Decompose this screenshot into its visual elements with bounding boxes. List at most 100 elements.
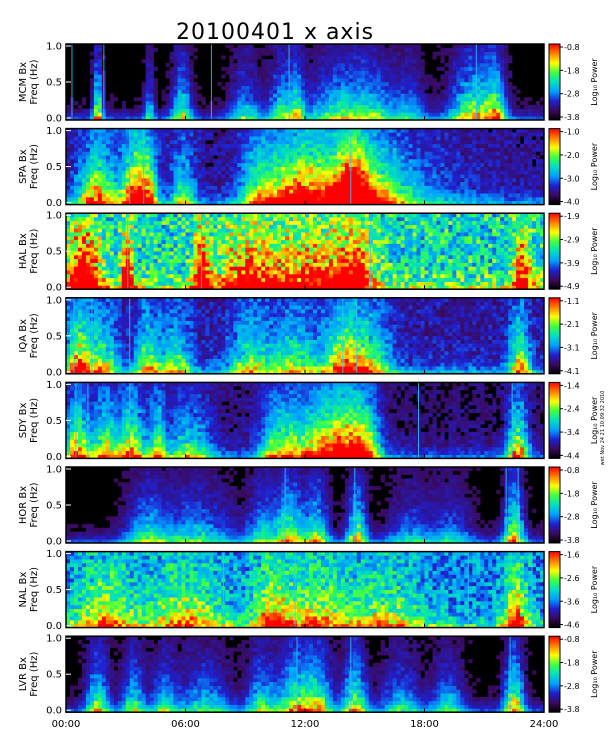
colorbar-label: Log₁₀ Power: [590, 311, 599, 359]
colorbar-tick-label: -2.8: [564, 513, 580, 522]
y-tick-label: 0.0: [46, 706, 62, 717]
colorbar-tick-label: -3.1: [564, 343, 580, 352]
y-tick-label: 1.0: [46, 295, 62, 306]
y-tick-label: 0.5: [46, 331, 62, 342]
panel-hal: 0.0 0.5 1.0 HAL Bx Freq (Hz) -1.9 -2.9 -3.9 -4.9…: [18, 211, 599, 294]
colorbar: [548, 381, 561, 459]
colorbar-tick-label: -3.8: [564, 705, 580, 714]
colorbar-tick-label: -0.8: [564, 43, 580, 52]
station-label: SDY Bx: [18, 403, 29, 439]
spectrogram-cells: [66, 636, 545, 713]
colorbar-label: Log₁₀ Power: [590, 227, 599, 275]
colorbar-tick-label: -2.6: [564, 574, 580, 583]
colorbar-label: Log₁₀ Power: [590, 481, 599, 529]
station-label: SPA Bx: [18, 149, 29, 184]
freq-label: Freq (Hz): [29, 567, 40, 612]
freq-label: Freq (Hz): [29, 59, 40, 104]
y-tick-label: 0.5: [46, 670, 62, 681]
y-tick-label: 1.0: [46, 465, 62, 476]
colorbar-tick-label: -3.6: [564, 597, 580, 606]
x-tick-label: 18:00: [410, 719, 439, 730]
colorbar-label: Log₁₀ Power: [590, 396, 599, 444]
station-label: MCM Bx: [18, 62, 29, 102]
spectrogram-cells: [66, 213, 545, 290]
panel-hor: 0.0 0.5 1.0 HOR Bx Freq (Hz) -0.8 -1.8 -2.8 -3.8…: [18, 465, 599, 548]
colorbar-tick-label: -1.8: [564, 659, 580, 668]
colorbar-label: Log₁₀ Power: [590, 58, 599, 106]
station-label: IQA Bx: [18, 319, 29, 353]
colorbar: [548, 466, 561, 544]
colorbar-tick-label: -4.6: [564, 621, 580, 630]
colorbar-tick-label: -1.1: [564, 297, 580, 306]
colorbar-tick-label: -2.8: [564, 90, 580, 99]
colorbar-tick-label: -4.4: [564, 451, 580, 460]
freq-label: Freq (Hz): [29, 229, 40, 274]
y-tick-label: 0.5: [46, 247, 62, 258]
side-note: wet Nov 24 21 10:09:32 2010: [600, 391, 606, 466]
colorbar-tick-label: -3.0: [564, 174, 580, 183]
panel-sdy: 0.0 0.5 1.0 SDY Bx Freq (Hz) -1.4 -2.4 -3.4 -4.4…: [18, 380, 599, 463]
colorbar-tick-label: -3.8: [564, 536, 580, 545]
colorbar-tick-label: -0.8: [564, 466, 580, 475]
colorbar-tick-label: -2.0: [564, 151, 580, 160]
y-tick-label: 1.0: [46, 634, 62, 645]
spectrogram-cells: [66, 297, 545, 375]
x-axis: 00:00 06:00 12:00 18:00 24:00: [52, 116, 559, 730]
y-tick-label: 0.0: [46, 367, 62, 378]
y-tick-label: 0.0: [46, 621, 62, 632]
spectrogram-cells: [66, 382, 545, 459]
y-tick-label: 1.0: [46, 42, 62, 53]
y-tick-label: 0.0: [46, 198, 62, 209]
spectrogram-cells: [66, 551, 545, 628]
colorbar-label: Log₁₀ Power: [590, 142, 599, 190]
x-tick-label: 12:00: [291, 719, 320, 730]
x-tick-label: 24:00: [530, 719, 559, 730]
colorbar: [548, 212, 561, 290]
station-label: LVR Bx: [18, 657, 29, 691]
panel-lvr: 0.0 0.5 1.0 LVR Bx Freq (Hz) -0.8 -1.8 -2.8 -3.8…: [18, 634, 599, 717]
spectrogram-cells: [66, 467, 545, 544]
y-tick-label: 1.0: [46, 380, 62, 391]
colorbar-tick-label: -4.9: [564, 282, 580, 291]
y-tick-label: 0.0: [46, 452, 62, 463]
freq-label: Freq (Hz): [29, 652, 40, 697]
colorbar-tick-label: -3.8: [564, 113, 580, 122]
freq-label: Freq (Hz): [29, 398, 40, 443]
x-tick-label: 06:00: [171, 719, 200, 730]
y-tick-label: 1.0: [46, 211, 62, 222]
colorbar-tick-label: -2.9: [564, 236, 580, 245]
colorbar-tick-label: -1.8: [564, 66, 580, 75]
y-tick-label: 1.0: [46, 126, 62, 137]
colorbar: [548, 128, 561, 206]
colorbar-tick-label: -3.4: [564, 428, 580, 437]
colorbar: [548, 551, 561, 629]
y-tick-label: 0.0: [46, 283, 62, 294]
freq-label: Freq (Hz): [29, 313, 40, 358]
colorbar: [548, 635, 561, 713]
freq-label: Freq (Hz): [29, 482, 40, 527]
freq-label: Freq (Hz): [29, 144, 40, 189]
colorbar-tick-label: -1.0: [564, 128, 580, 137]
colorbar-tick-label: -2.4: [564, 405, 580, 414]
colorbar-tick-label: -1.9: [564, 212, 580, 221]
spectrogram-cells: [66, 128, 545, 205]
station-label: HAL Bx: [18, 233, 29, 269]
y-tick-label: 0.0: [46, 537, 62, 548]
colorbar-label: Log₁₀ Power: [590, 650, 599, 698]
colorbar-tick-label: -3.9: [564, 259, 580, 268]
y-tick-label: 0.0: [46, 114, 62, 125]
y-tick-label: 1.0: [46, 549, 62, 560]
panel-nal: 0.0 0.5 1.0 NAL Bx Freq (Hz) -1.6 -2.6 -3.6 -4.6…: [18, 549, 599, 632]
y-tick-label: 0.5: [46, 162, 62, 173]
colorbar-label: Log₁₀ Power: [590, 565, 599, 613]
station-label: HOR Bx: [18, 486, 29, 524]
colorbar: [548, 297, 561, 375]
spectrogram-cells: [66, 44, 545, 121]
y-tick-label: 0.5: [46, 416, 62, 427]
colorbar-tick-label: -4.0: [564, 198, 580, 207]
colorbar-tick-label: -4.1: [564, 367, 580, 376]
panel-spa: 0.0 0.5 1.0 SPA Bx Freq (Hz) -1.0 -2.0 -3.0 -4.0…: [18, 126, 599, 209]
colorbar: [548, 43, 561, 121]
colorbar-tick-label: -1.8: [564, 489, 580, 498]
